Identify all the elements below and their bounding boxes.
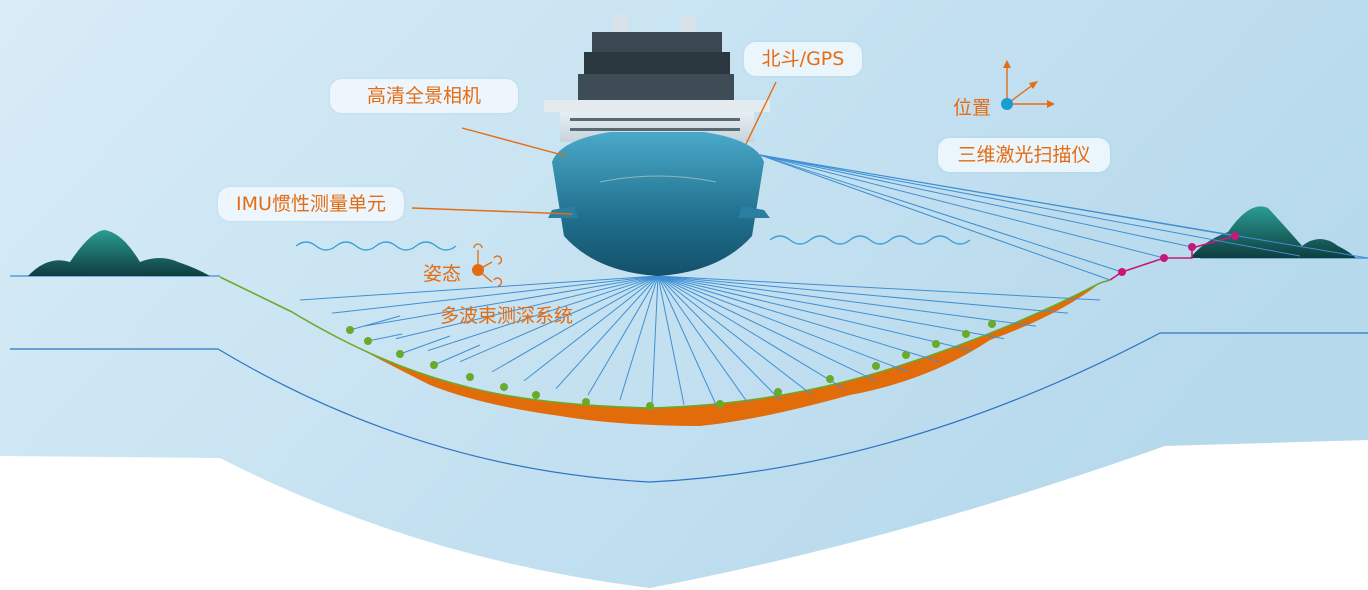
hill-left [28,230,210,276]
camera-label: 高清全景相机 [330,79,518,113]
sounding-point [932,340,940,348]
hill-right [1190,206,1356,258]
wave-right [769,235,971,245]
multibeam-beams-left [349,315,481,366]
attitude-label: 姿态 [423,263,462,285]
sounding-point [774,388,782,396]
multibeam-beam [491,275,659,373]
subsurface-line [10,332,1368,483]
lidar-rays [759,154,1368,281]
lidar-ray [759,154,1123,273]
multibeam-beam [657,275,845,390]
sounding-point [364,337,372,345]
sounding-points [346,320,996,410]
sounding-point [826,375,834,383]
sounding-point [716,400,724,408]
gnss-label: 北斗/GPS [744,42,862,76]
lidar-points [1118,232,1239,276]
multibeam-beam [657,275,941,363]
wave-left [295,241,457,251]
sounding-point [646,402,654,410]
multibeam-beam [657,275,1005,340]
multibeam-beam [427,275,659,352]
position-dot-icon [1001,98,1013,110]
multibeam-beam [587,275,659,396]
imu-label: IMU惯性测量单元 [218,187,404,221]
multibeam-label: 多波束测深系统 [440,305,574,327]
attitude-dot-icon [472,264,484,276]
multibeam-beam [657,275,781,401]
position-label: 位置 [953,97,992,119]
sounding-point [902,351,910,359]
multibeam-beams [299,275,1101,405]
sounding-point [500,383,508,391]
multibeam-beam [619,275,659,401]
lidar-point [1160,254,1168,262]
survey-ship [544,14,770,276]
multibeam-beam [651,275,659,404]
sounding-point [430,361,438,369]
multibeam-beam [657,275,1069,314]
multibeam-beam [363,275,659,327]
lidar-label: 三维激光扫描仪 [938,138,1110,172]
multibeam-beam [657,275,685,405]
lidar-ray [759,154,1368,259]
sounding-point [466,373,474,381]
lidar-point [1188,243,1196,251]
multibeam-beam [555,275,659,389]
sounding-point [346,326,354,334]
sounding-point [988,320,996,328]
sounding-point [872,362,880,370]
lidar-ray [759,154,1301,257]
multibeam-beam [395,275,659,340]
multibeam-beam [657,275,749,404]
multibeam-beam [657,275,1037,327]
lidar-point [1118,268,1126,276]
lidar-point [1231,232,1239,240]
multibeam-beam [657,275,877,382]
multibeam-beam [459,275,659,363]
multibeam-beam [299,275,659,301]
sounding-point [396,350,404,358]
multibeam-beam [331,275,659,314]
sounding-point [532,391,540,399]
lidar-ray [759,154,1165,259]
leader-lines [411,81,777,215]
lidar-ray [759,154,1111,281]
multibeam-beam [657,275,813,396]
multibeam-beam [657,275,973,352]
multibeam-beam [657,275,1101,301]
multibeam-beam [657,275,717,405]
seabed-fill [292,283,1100,426]
multibeam-beam [657,275,909,373]
sounding-point [962,330,970,338]
sounding-point [582,398,590,406]
multibeam-beam [523,275,659,382]
lidar-ray [759,154,1193,248]
seabed-surface-line [219,276,1111,409]
position-axes-icon [1003,60,1055,108]
